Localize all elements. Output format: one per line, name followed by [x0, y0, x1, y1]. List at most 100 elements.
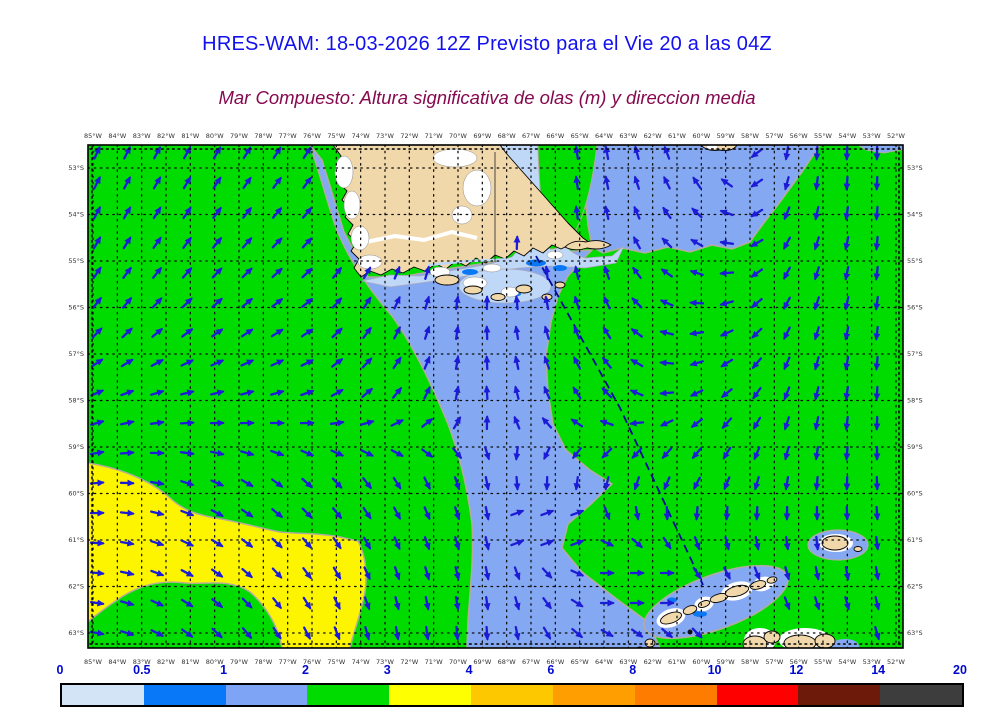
- lon-label-bottom: 53°W: [863, 658, 882, 666]
- lon-label-top: 57°W: [765, 132, 784, 140]
- lon-label-top: 64°W: [595, 132, 614, 140]
- lat-label-left: 58°S: [68, 397, 84, 405]
- wave-arrow: [721, 417, 733, 429]
- wave-arrow: [722, 446, 732, 460]
- wave-arrow: [423, 506, 431, 521]
- wave-arrow: [270, 359, 285, 367]
- lon-label-top: 55°W: [814, 132, 833, 140]
- wave-arrow: [689, 389, 704, 397]
- lon-label-top: 82°W: [157, 132, 176, 140]
- wave-arrow: [513, 475, 521, 491]
- wave-arrow: [632, 236, 642, 250]
- wave-arrow: [573, 475, 581, 491]
- wave-arrow: [659, 359, 675, 367]
- wave-arrow: [513, 325, 521, 341]
- wave-arrow: [873, 265, 881, 281]
- wave-arrow: [92, 266, 102, 280]
- wave-arrow: [813, 386, 821, 401]
- wave-arrow: [120, 358, 134, 368]
- wave-arrow: [483, 385, 491, 401]
- wave-arrow: [362, 326, 372, 339]
- wave-arrow: [241, 237, 253, 249]
- wave-arrow: [873, 205, 881, 221]
- wave-arrow: [302, 567, 312, 580]
- wave-arrow: [573, 325, 581, 340]
- lon-label-bottom: 79°W: [230, 658, 249, 666]
- wave-arrow: [92, 296, 102, 309]
- wave-arrow: [119, 449, 135, 457]
- wave-arrow: [332, 507, 342, 520]
- route-layer: [535, 255, 704, 586]
- wave-arrow: [182, 206, 192, 220]
- wave-arrow: [423, 566, 431, 581]
- wave-arrow: [843, 596, 851, 611]
- wave-arrow: [271, 206, 283, 219]
- wave-arrow: [90, 358, 104, 368]
- wave-arrow: [720, 358, 734, 368]
- wave-arrow: [392, 356, 402, 370]
- lat-label-right: 55°S: [907, 257, 923, 265]
- wave-arrow: [362, 266, 372, 280]
- wave-arrow: [753, 535, 761, 551]
- lon-label-top: 60°W: [692, 132, 711, 140]
- wave-arrow: [873, 325, 881, 341]
- wave-arrow: [302, 176, 312, 189]
- lon-label-top: 65°W: [571, 132, 590, 140]
- wave-arrow: [89, 599, 105, 607]
- wave-arrow: [572, 447, 582, 460]
- wave-arrow: [813, 266, 821, 281]
- wave-arrow: [452, 416, 462, 430]
- colorbar-segment: [62, 685, 144, 705]
- wave-arrow: [212, 146, 222, 160]
- wave-arrow: [272, 597, 282, 610]
- lon-label-top: 79°W: [230, 132, 249, 140]
- wave-arrow: [271, 537, 283, 549]
- wave-arrow: [843, 235, 851, 251]
- wave-arrow: [301, 537, 313, 549]
- lon-label-top: 68°W: [498, 132, 517, 140]
- lon-label-top: 70°W: [449, 132, 468, 140]
- wave-arrow: [89, 449, 105, 457]
- colorbar-tick-label: 12: [789, 663, 804, 677]
- wave-arrow: [513, 385, 521, 400]
- wave-arrow: [659, 299, 674, 307]
- colorbar-segment: [716, 685, 799, 705]
- wave-arrow: [392, 476, 402, 490]
- wave-arrow: [361, 357, 373, 369]
- wave-arrow: [600, 539, 615, 547]
- wave-arrow: [689, 299, 705, 307]
- wave-arrow: [719, 239, 735, 247]
- wave-arrow: [270, 478, 284, 488]
- wave-arrow: [661, 627, 674, 639]
- wave-arrow: [330, 449, 345, 457]
- wave-arrow: [723, 566, 731, 580]
- wave-arrow: [149, 419, 165, 427]
- wave-arrow: [363, 566, 371, 581]
- wave-arrow: [813, 205, 821, 221]
- lat-label-left: 60°S: [68, 490, 84, 498]
- wave-arrow: [873, 235, 881, 251]
- wave-arrow: [633, 205, 641, 220]
- wave-arrow: [660, 268, 674, 278]
- wave-arrow: [659, 329, 674, 337]
- lon-label-top: 85°W: [84, 132, 103, 140]
- wave-arrow: [303, 626, 311, 640]
- wave-arrow: [691, 447, 703, 460]
- wave-arrow: [843, 265, 851, 281]
- wave-arrow: [783, 416, 791, 431]
- wave-arrow: [602, 326, 612, 340]
- wave-arrow: [452, 447, 462, 460]
- colorbar-tick-label: 6: [547, 663, 555, 677]
- wave-arrow: [873, 505, 881, 521]
- lon-label-bottom: 83°W: [133, 658, 152, 666]
- lat-label-left: 57°S: [68, 350, 84, 358]
- wave-arrow: [629, 389, 644, 397]
- wave-arrow: [570, 418, 584, 428]
- lon-label-bottom: 66°W: [546, 658, 565, 666]
- wave-arrow: [362, 477, 372, 490]
- wave-arrow: [242, 176, 252, 190]
- wave-arrow: [813, 236, 821, 251]
- wave-arrow: [843, 295, 851, 311]
- map-frame: [87, 144, 904, 649]
- wave-arrow: [93, 206, 101, 220]
